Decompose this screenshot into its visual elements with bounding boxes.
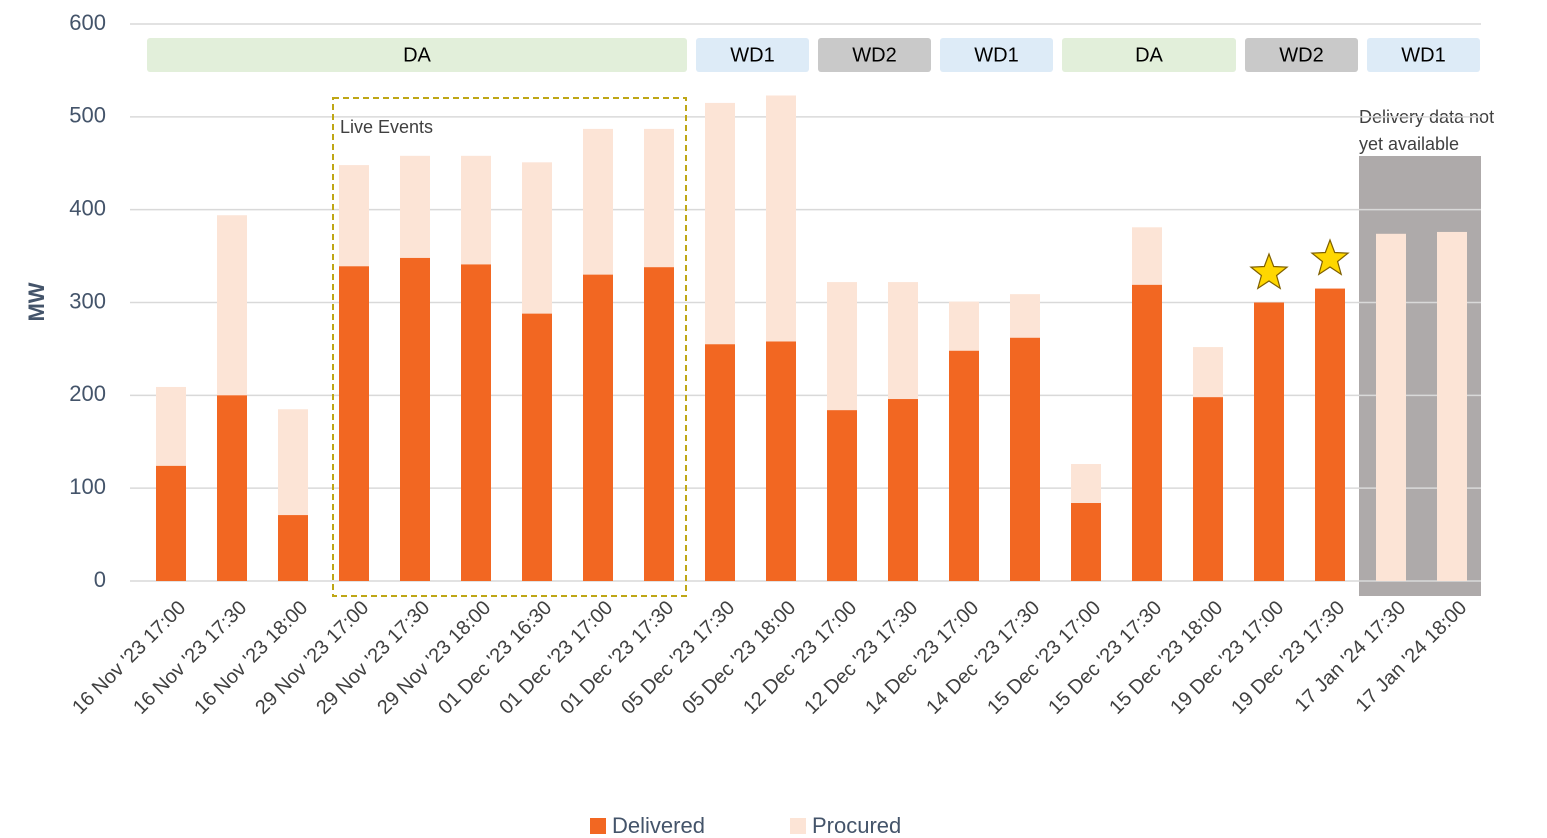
legend-label: Delivered [612, 813, 705, 838]
live-events-box [332, 97, 687, 597]
y-tick-label: 0 [94, 567, 106, 592]
x-tick-label: 01 Dec '23 17:30 [556, 597, 678, 719]
period-label: WD2 [1279, 44, 1323, 66]
bar [400, 257, 430, 581]
x-tick-label: 14 Dec '23 17:30 [922, 597, 1044, 719]
bar [1193, 397, 1223, 581]
x-tick-label: 14 Dec '23 17:00 [861, 597, 983, 719]
period-band [696, 38, 809, 72]
star [1249, 252, 1289, 290]
bar [1132, 284, 1162, 581]
y-tick-label: 600 [69, 10, 106, 35]
y-tick-label: 500 [69, 103, 106, 128]
bar [644, 267, 674, 581]
y-axis-label: MW [24, 282, 49, 321]
bar [217, 395, 247, 581]
legend-label: Procured [812, 813, 901, 838]
bar [1376, 233, 1406, 581]
period-label: WD2 [852, 44, 896, 66]
x-tick-label: 17 Jan '24 18:00 [1352, 597, 1472, 717]
live-events-label: Live Events [340, 117, 433, 137]
bar [1254, 302, 1284, 581]
x-tick-label: 01 Dec '23 16:30 [434, 597, 556, 719]
x-tick-label: 29 Nov '23 18:00 [373, 597, 495, 719]
x-tick-label: 12 Dec '23 17:00 [739, 597, 861, 719]
period-label: DA [1135, 44, 1163, 66]
y-tick-label: 300 [69, 288, 106, 313]
period-label: WD1 [1401, 44, 1445, 66]
bar [1437, 231, 1467, 582]
period-band [1245, 38, 1358, 72]
x-tick-label: 17 Jan '24 17:30 [1291, 597, 1411, 717]
bar [827, 410, 857, 581]
bar [1315, 288, 1345, 581]
x-tick-label: 05 Dec '23 17:30 [617, 597, 739, 719]
bar [156, 465, 186, 581]
x-tick-label: 12 Dec '23 17:30 [800, 597, 922, 719]
bar [1010, 337, 1040, 581]
bar [278, 515, 308, 581]
period-label: DA [403, 44, 431, 66]
x-tick-label: 01 Dec '23 17:00 [495, 597, 617, 719]
period-band [147, 38, 687, 72]
x-tick-label: 16 Nov '23 17:00 [68, 597, 190, 719]
x-tick-label: 29 Nov '23 17:30 [312, 597, 434, 719]
y-tick-label: 400 [69, 195, 106, 220]
bar [888, 399, 918, 581]
period-band [818, 38, 931, 72]
bar [339, 266, 369, 581]
period-band [1062, 38, 1236, 72]
x-tick-label: 29 Nov '23 17:00 [251, 597, 373, 719]
x-tick-label: 16 Nov '23 18:00 [190, 597, 312, 719]
legend-swatch [790, 818, 806, 834]
x-tick-label: 16 Nov '23 17:30 [129, 597, 251, 719]
no-data-note: yet available [1359, 134, 1459, 154]
star [1310, 238, 1350, 276]
y-tick-label: 200 [69, 381, 106, 406]
legend-swatch [590, 818, 606, 834]
x-tick-label: 05 Dec '23 18:00 [678, 597, 800, 719]
x-tick-label: 15 Dec '23 17:00 [983, 597, 1105, 719]
bar [583, 274, 613, 581]
x-tick-label: 19 Dec '23 17:30 [1227, 597, 1349, 719]
y-tick-label: 100 [69, 474, 106, 499]
bar [461, 264, 491, 581]
period-band [940, 38, 1053, 72]
bar [1071, 503, 1101, 581]
bar [949, 350, 979, 581]
x-tick-label: 19 Dec '23 17:00 [1166, 597, 1288, 719]
bar [766, 341, 796, 581]
bar [705, 344, 735, 581]
period-band [1367, 38, 1480, 72]
x-tick-label: 15 Dec '23 18:00 [1105, 597, 1227, 719]
period-label: WD1 [730, 44, 774, 66]
bar [522, 313, 552, 581]
x-tick-label: 15 Dec '23 17:30 [1044, 597, 1166, 719]
period-label: WD1 [974, 44, 1018, 66]
